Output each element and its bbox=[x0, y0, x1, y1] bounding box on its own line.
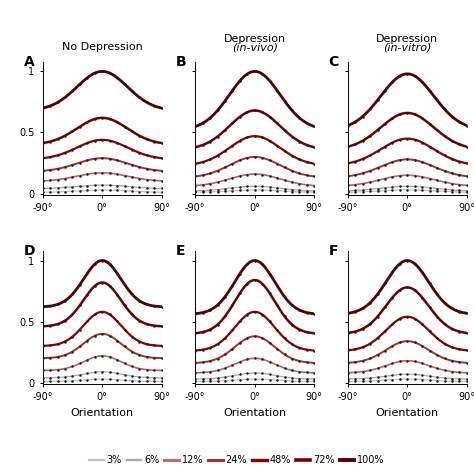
X-axis label: Orientation: Orientation bbox=[223, 408, 286, 418]
Text: (in-vivo): (in-vivo) bbox=[232, 42, 278, 52]
Text: D: D bbox=[24, 244, 35, 258]
X-axis label: Orientation: Orientation bbox=[376, 408, 439, 418]
Text: F: F bbox=[328, 244, 338, 258]
Text: Depression: Depression bbox=[376, 34, 438, 44]
Text: C: C bbox=[328, 55, 339, 69]
Text: E: E bbox=[176, 244, 186, 258]
Text: Depression: Depression bbox=[224, 34, 286, 44]
Text: No Depression: No Depression bbox=[62, 42, 143, 52]
Text: (in-vitro): (in-vitro) bbox=[383, 42, 431, 52]
Legend: 3%, 6%, 12%, 24%, 48%, 72%, 100%: 3%, 6%, 12%, 24%, 48%, 72%, 100% bbox=[85, 451, 389, 469]
X-axis label: Orientation: Orientation bbox=[71, 408, 134, 418]
Text: A: A bbox=[24, 55, 34, 69]
Text: B: B bbox=[176, 55, 187, 69]
